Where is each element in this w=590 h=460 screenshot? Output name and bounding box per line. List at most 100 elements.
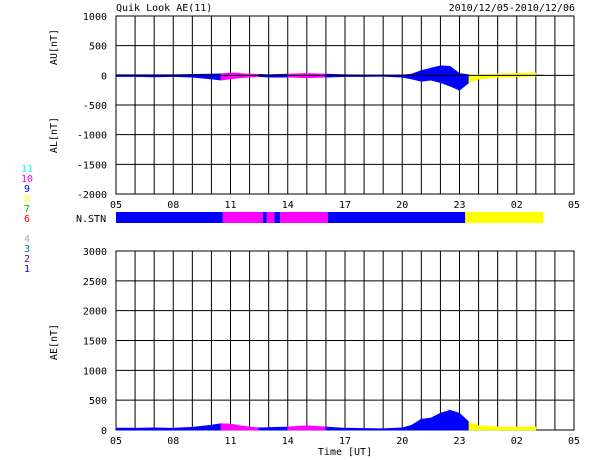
al-area-segment [230, 74, 241, 80]
al-area-segment [478, 74, 499, 80]
ae-area-segment [449, 409, 460, 431]
chart-title: Quik Look AE(11) [116, 3, 212, 14]
al-area-segment [449, 74, 460, 91]
station-count-bar [116, 212, 544, 223]
ae-area-segment [468, 421, 479, 431]
al-area-segment [420, 74, 432, 82]
ae-area-segment [420, 417, 432, 431]
top-y-tick-label: 0 [101, 71, 107, 82]
station-count-segment [465, 212, 544, 223]
au-area-segment [449, 65, 460, 76]
legend-entry-10: 10 [21, 174, 33, 185]
bottom-y-tick-label: 500 [89, 396, 107, 407]
bottom-x-tick-label: 05 [568, 436, 580, 447]
ae-area-segment [239, 425, 250, 431]
legend-entry-6: 6 [24, 214, 30, 225]
ae-area-segment [249, 426, 260, 431]
legend-entry-3: 3 [24, 244, 30, 255]
bottom-x-tick-label: 17 [339, 436, 351, 447]
x-axis-label: Time [UT] [318, 447, 372, 458]
ae-area-segment [497, 426, 518, 431]
au-area-segment [420, 67, 432, 76]
ae-area-segment [287, 425, 308, 431]
bottom-x-tick-label: 08 [167, 436, 179, 447]
top-y-tick-label: -2000 [77, 190, 107, 201]
al-area-segment [468, 74, 479, 84]
ae-area-segment [211, 423, 222, 431]
top-y-tick-label: 500 [89, 42, 107, 53]
ae-area-segment [258, 427, 270, 431]
au-area-segment [430, 65, 441, 76]
al-area-segment [411, 74, 422, 82]
al-area-segment [430, 74, 441, 83]
top-x-tick-label: 23 [453, 200, 465, 211]
ae-area-segment [382, 427, 403, 431]
bottom-x-tick-label: 23 [453, 436, 465, 447]
bottom-x-tick-label: 11 [224, 436, 236, 447]
legend-entry-9: 9 [24, 184, 30, 195]
ae-area-segment [440, 409, 451, 431]
top-ylabel-au: AU[nT] [49, 29, 60, 65]
ae-area-segment [325, 426, 346, 431]
ae-area-segment [268, 426, 289, 431]
legend-entry-5: 5 [24, 224, 30, 235]
legend-entry-11: 11 [21, 164, 33, 175]
ae-area-segment [220, 423, 231, 431]
top-x-tick-label: 02 [511, 200, 523, 211]
top-x-tick-label: 08 [167, 200, 179, 211]
legend-entry-7: 7 [24, 204, 30, 215]
ae-area-segment [172, 426, 193, 431]
ae-area-segment [191, 424, 212, 431]
top-y-tick-label: -500 [83, 101, 107, 112]
bottom-y-tick-label: 3000 [83, 247, 107, 258]
station-count-segment [280, 212, 328, 223]
top-ylabel-al: AL[nT] [49, 117, 60, 153]
legend-entry-8: 8 [24, 194, 30, 205]
al-area-segment [191, 74, 212, 80]
al-area-segment [401, 74, 413, 80]
top-x-tick-label: 05 [568, 200, 580, 211]
ae-area-segment [363, 428, 384, 431]
ae-area-segment [230, 423, 241, 431]
legend-entry-2: 2 [24, 254, 30, 265]
nstn-label: N.STN [76, 214, 106, 225]
top-x-tick-label: 14 [282, 200, 294, 211]
bottom-x-tick-label: 02 [511, 436, 523, 447]
station-count-segment [222, 212, 263, 223]
legend-entry-4: 4 [24, 234, 30, 245]
ae-area-segment [306, 425, 327, 431]
bottom-y-tick-label: 2500 [83, 277, 107, 288]
station-count-segment [274, 212, 281, 223]
station-count-segment [266, 212, 275, 223]
top-y-tick-label: -1500 [77, 160, 107, 171]
ae-area-segment [459, 412, 470, 431]
top-y-tick-label: 1000 [83, 12, 107, 23]
top-y-tick-label: -1000 [77, 131, 107, 142]
ae-area-segment [516, 426, 537, 431]
chart-date-range: 2010/12/05-2010/12/06 [449, 3, 575, 14]
al-area-segment [440, 74, 451, 87]
station-count-segment [262, 212, 267, 223]
al-area-segment [220, 74, 231, 81]
top-frame [115, 15, 575, 195]
bottom-x-tick-label: 20 [396, 436, 408, 447]
top-x-tick-label: 05 [110, 200, 122, 211]
top-x-tick-label: 20 [396, 200, 408, 211]
ae-area-segment [115, 427, 136, 431]
bottom-ylabel-ae: AE[nT] [49, 324, 60, 360]
top-x-tick-label: 11 [224, 200, 236, 211]
au-area-segment [440, 65, 451, 76]
ae-area-segment [401, 424, 413, 431]
bottom-x-tick-label: 14 [282, 436, 294, 447]
ae-area-segment [411, 418, 422, 431]
ae-area-segment [153, 427, 174, 431]
ae-area-segment [344, 427, 365, 431]
al-area-segment [211, 74, 222, 81]
al-area-segment [459, 74, 470, 92]
ae-area-segment [478, 425, 499, 431]
bottom-x-tick-label: 05 [110, 436, 122, 447]
ae-area-segment [430, 412, 441, 431]
